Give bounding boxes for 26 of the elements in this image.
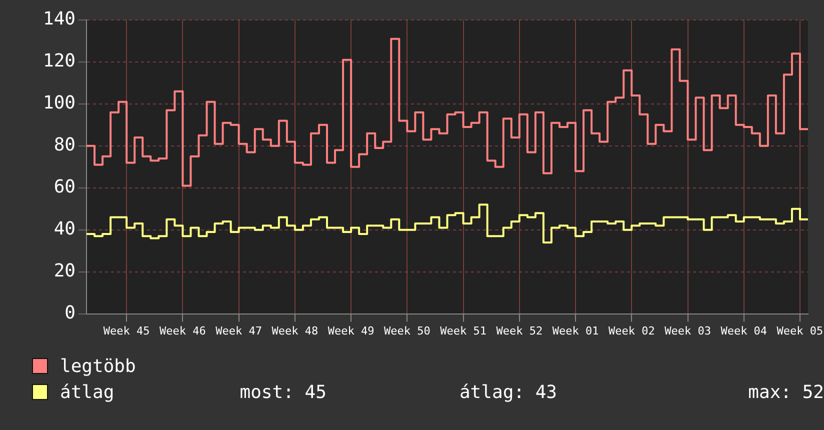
y-tick-label: 60	[54, 176, 76, 198]
y-tick-label: 40	[54, 218, 76, 240]
legend-label: legtöbb	[60, 356, 137, 376]
x-tick-label: Week 47	[216, 324, 262, 338]
y-tick-label: 0	[64, 302, 76, 324]
text: max: 52	[747, 382, 824, 402]
x-tick-label: Week 48	[272, 324, 318, 338]
legend-label: átlag	[60, 382, 116, 402]
x-tick-label: Week 01	[552, 324, 599, 338]
x-tick-label: Week 02	[608, 324, 655, 338]
text: most: 45	[240, 382, 328, 402]
x-tick-label: Week 50	[384, 324, 430, 338]
x-tick-label: Week 04	[720, 324, 768, 338]
y-tick-label: 100	[42, 92, 76, 114]
x-tick-label: Week 45	[103, 324, 150, 338]
y-tick-label: 120	[42, 50, 76, 72]
y-tick-label: 140	[42, 8, 76, 30]
x-tick-label: Week 05	[776, 324, 824, 338]
text: átlag: 43	[459, 382, 558, 402]
x-tick-label: Week 46	[160, 324, 206, 338]
x-tick-label: Week 49	[328, 324, 374, 338]
y-tick-label: 20	[54, 260, 76, 282]
x-tick-label: Week 03	[664, 324, 711, 338]
x-tick-label: Week 52	[496, 324, 543, 338]
y-tick-label: 80	[54, 134, 76, 156]
x-tick-label: Week 51	[440, 324, 486, 338]
